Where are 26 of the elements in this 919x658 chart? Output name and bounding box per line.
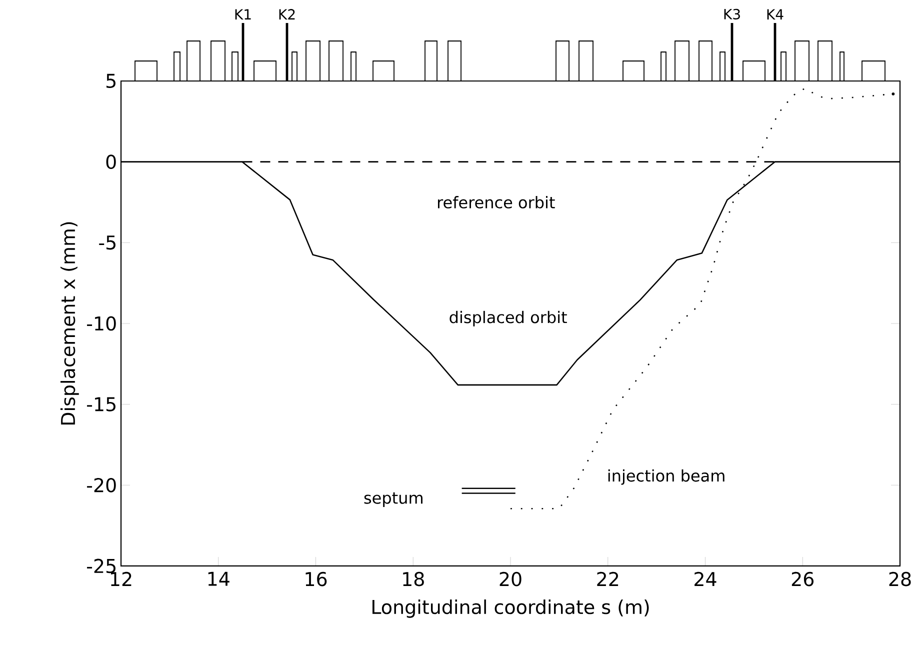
x-tick-label: 20 [500, 572, 522, 586]
y-tick-label: -10 [87, 316, 116, 331]
x-axis-title: Longitudinal coordinate s (m) [372, 599, 649, 618]
x-tick-label: 22 [597, 572, 618, 586]
y-axis-title: Displacement x (mm) [60, 222, 79, 425]
x-tick-label: 14 [208, 572, 230, 586]
y-tick-label: 5 [106, 74, 116, 88]
text: septum [364, 492, 422, 507]
x-tick-label: 12 [111, 572, 132, 586]
y-tick-label: 0 [106, 154, 116, 170]
y-tick-label: -5 [99, 236, 116, 250]
x-tick-label: 24 [694, 572, 716, 586]
x-tick-label: 28 [889, 572, 911, 586]
y-tick-label: -15 [87, 397, 116, 412]
x-tick-label: 26 [792, 572, 814, 586]
x-tick-label: 16 [306, 572, 327, 586]
text: K4 [767, 9, 784, 20]
text: reference orbit [438, 196, 555, 208]
y-tick-label: -20 [87, 478, 116, 492]
series-label: displaced orbit [450, 310, 567, 326]
x-tick-label: 18 [403, 572, 424, 586]
text: K1 [235, 9, 251, 20]
text: K2 [279, 9, 295, 20]
series-label: injection beam [608, 469, 724, 485]
y-tick-label: -25 [87, 558, 116, 574]
text: K3 [724, 8, 740, 20]
